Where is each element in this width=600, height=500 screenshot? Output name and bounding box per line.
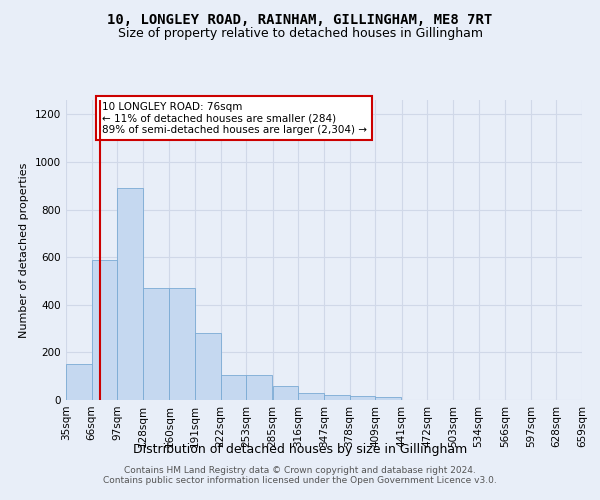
- Bar: [195, 334, 221, 400]
- Text: Contains HM Land Registry data © Crown copyright and database right 2024.
Contai: Contains HM Land Registry data © Crown c…: [103, 466, 497, 485]
- Bar: [66, 364, 92, 400]
- Text: Size of property relative to detached houses in Gillingham: Size of property relative to detached ho…: [118, 28, 482, 40]
- Bar: [221, 375, 246, 400]
- Y-axis label: Number of detached properties: Number of detached properties: [19, 162, 29, 338]
- Bar: [143, 288, 169, 400]
- Bar: [92, 260, 117, 400]
- Bar: [298, 393, 324, 400]
- Bar: [117, 188, 143, 400]
- Bar: [246, 375, 272, 400]
- Text: 10, LONGLEY ROAD, RAINHAM, GILLINGHAM, ME8 7RT: 10, LONGLEY ROAD, RAINHAM, GILLINGHAM, M…: [107, 12, 493, 26]
- Bar: [273, 386, 298, 400]
- Bar: [324, 395, 350, 400]
- Bar: [375, 397, 401, 400]
- Bar: [169, 288, 195, 400]
- Text: 10 LONGLEY ROAD: 76sqm
← 11% of detached houses are smaller (284)
89% of semi-de: 10 LONGLEY ROAD: 76sqm ← 11% of detached…: [101, 102, 367, 134]
- Text: Distribution of detached houses by size in Gillingham: Distribution of detached houses by size …: [133, 442, 467, 456]
- Bar: [350, 396, 375, 400]
